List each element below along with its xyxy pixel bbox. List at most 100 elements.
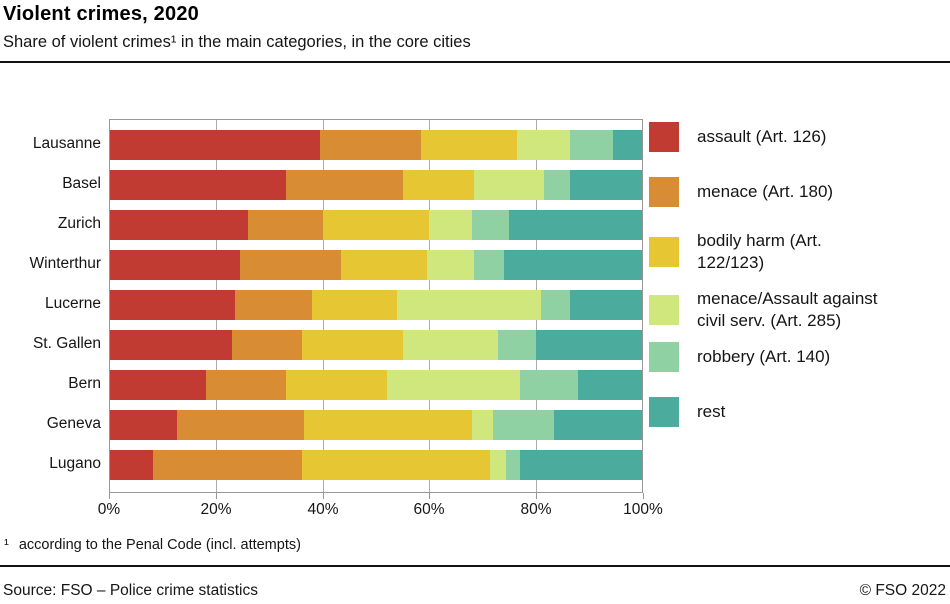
bar-segment — [543, 170, 571, 200]
source-text: Source: FSO – Police crime statistics — [3, 582, 258, 599]
bar-segment — [506, 450, 520, 480]
bar-segment — [421, 130, 517, 160]
copyright-text: © FSO 2022 — [859, 582, 946, 599]
bar-row — [110, 450, 642, 480]
bar-segment — [535, 330, 642, 360]
bar-row — [110, 170, 642, 200]
page-title: Violent crimes, 2020 — [3, 3, 199, 25]
bar-segment — [110, 170, 286, 200]
bar-segment — [402, 170, 475, 200]
legend-swatch — [649, 342, 679, 372]
bar-segment — [301, 450, 491, 480]
category-label: Winterthur — [29, 255, 102, 272]
bar-segment — [503, 250, 642, 280]
bar-segment — [570, 130, 613, 160]
legend-swatch — [649, 295, 679, 325]
legend-item: rest — [649, 397, 725, 427]
bar-row — [110, 130, 642, 160]
bar-row — [110, 410, 642, 440]
bar-segment — [152, 450, 302, 480]
legend-label: rest — [697, 402, 726, 421]
axis-tick — [323, 493, 324, 499]
bar-segment — [110, 250, 241, 280]
bar-row — [110, 330, 642, 360]
category-label: Zurich — [57, 215, 101, 232]
bar-segment — [578, 370, 642, 400]
bar-segment — [110, 330, 233, 360]
bar-segment — [426, 250, 475, 280]
bar-segment — [322, 210, 430, 240]
legend-item: robbery (Art. 140) — [649, 342, 830, 372]
bar-segment — [570, 170, 642, 200]
bar-segment — [612, 130, 642, 160]
bar-segment — [516, 130, 571, 160]
axis-tick — [429, 493, 430, 499]
bar-row — [110, 370, 642, 400]
axis-tick — [643, 493, 644, 499]
bar-segment — [312, 290, 398, 320]
plot-area — [109, 119, 643, 493]
footnote-text: according to the Penal Code (incl. attem… — [18, 537, 301, 553]
axis-tick-label: 60% — [413, 501, 445, 518]
bar-segment — [235, 290, 313, 320]
footnote-marker: ¹ — [4, 537, 9, 553]
legend-swatch — [649, 237, 679, 267]
category-label: St. Gallen — [32, 335, 101, 352]
bar-segment — [110, 450, 153, 480]
axis-tick — [109, 493, 110, 499]
legend-item: assault (Art. 126) — [649, 122, 826, 152]
category-label: Geneva — [46, 415, 101, 432]
legend-item: menace/Assault against civil serv. (Art.… — [649, 288, 878, 332]
bar-segment — [397, 290, 541, 320]
bar-row — [110, 290, 642, 320]
legend-swatch — [649, 397, 679, 427]
bar-segment — [304, 410, 472, 440]
bar-segment — [110, 210, 249, 240]
bar-segment — [474, 170, 544, 200]
axis-tick-label: 80% — [520, 501, 552, 518]
bar-segment — [493, 410, 555, 440]
category-label: Bern — [68, 375, 101, 392]
chart-subtitle: Share of violent crimes¹ in the main cat… — [3, 33, 471, 51]
footer-divider — [0, 565, 950, 567]
legend-label: robbery (Art. 140) — [697, 347, 831, 366]
legend-label: assault (Art. 126) — [697, 127, 827, 146]
legend-label: menace/Assault against civil serv. (Art.… — [697, 289, 878, 330]
bar-segment — [285, 170, 403, 200]
bar-segment — [508, 210, 642, 240]
legend-swatch — [649, 177, 679, 207]
bar-segment — [110, 290, 236, 320]
legend-item: bodily harm (Art. 122/123) — [649, 230, 822, 274]
axis-tick-label: 100% — [623, 501, 663, 518]
bar-row — [110, 210, 642, 240]
bar-segment — [240, 250, 342, 280]
footnote: ¹ according to the Penal Code (incl. atte… — [4, 537, 301, 553]
bar-segment — [320, 130, 422, 160]
bar-segment — [285, 370, 387, 400]
bar-segment — [554, 410, 642, 440]
bar-segment — [570, 290, 642, 320]
axis-tick-label: 0% — [97, 501, 121, 518]
legend: assault (Art. 126) menace (Art. 180) bodil… — [649, 119, 949, 493]
axis-tick — [216, 493, 217, 499]
axis-tick-label: 40% — [307, 501, 339, 518]
legend-swatch — [649, 122, 679, 152]
category-label: Lugano — [49, 455, 101, 472]
bar-segment — [232, 330, 302, 360]
bar-segment — [471, 210, 509, 240]
bar-segment — [110, 410, 177, 440]
bar-segment — [341, 250, 427, 280]
axis-tick — [536, 493, 537, 499]
bar-segment — [386, 370, 520, 400]
bar-segment — [176, 410, 305, 440]
bar-segment — [474, 250, 504, 280]
bar-segment — [402, 330, 499, 360]
bar-segment — [301, 330, 403, 360]
bar-segment — [110, 130, 321, 160]
legend-label: bodily harm (Art. 122/123) — [697, 231, 822, 272]
bar-row — [110, 250, 642, 280]
bar-segment — [519, 370, 579, 400]
bar-segment — [519, 450, 642, 480]
bar-segment — [498, 330, 536, 360]
